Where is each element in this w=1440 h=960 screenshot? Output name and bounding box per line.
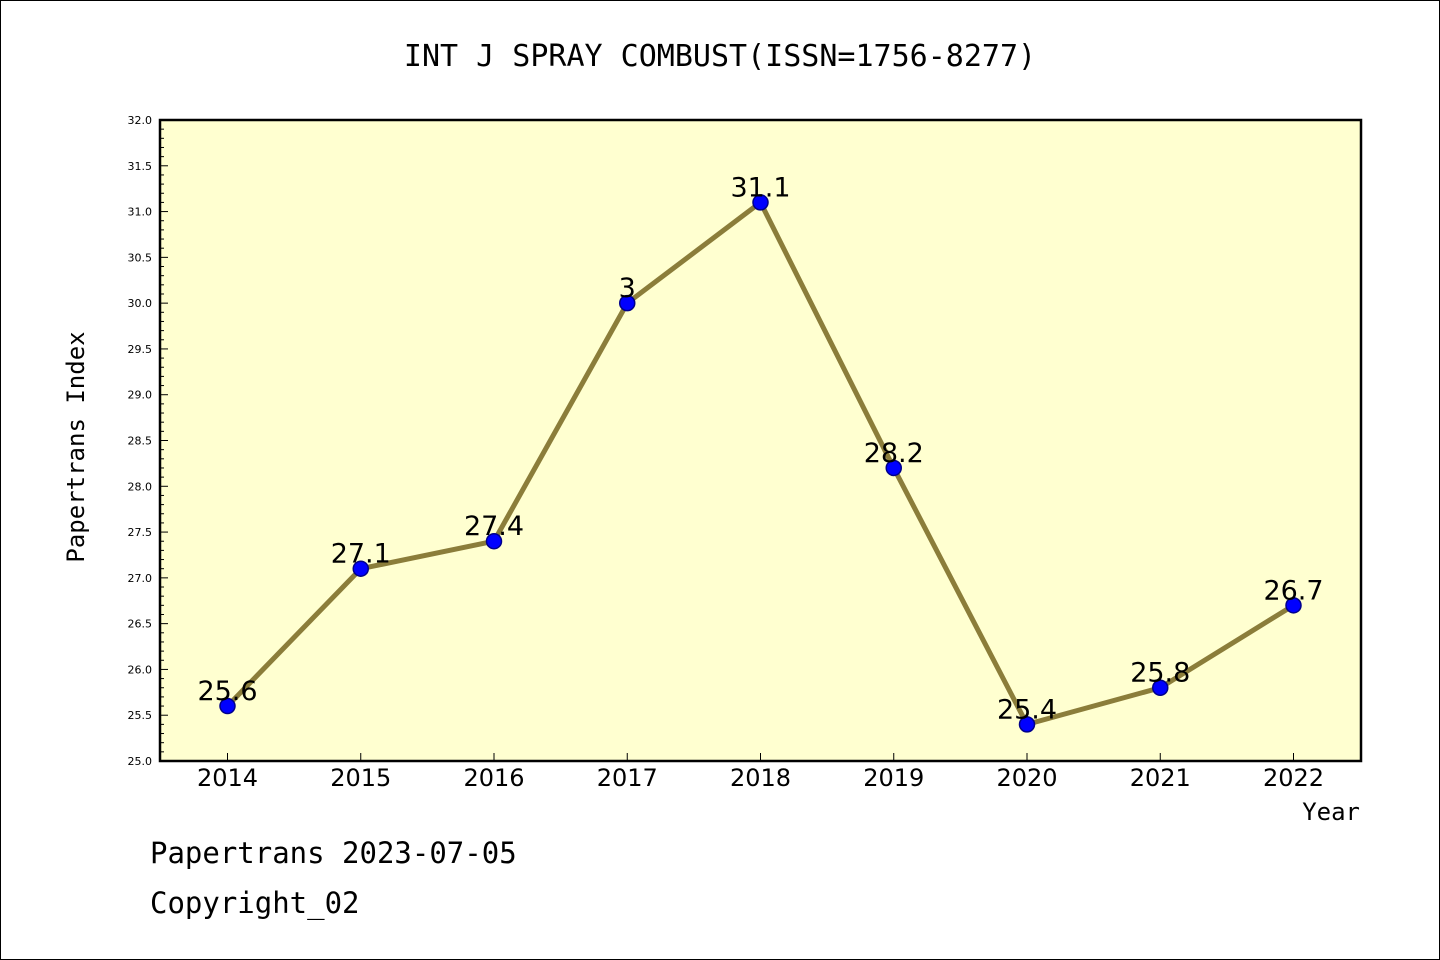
data-label: 3 <box>619 273 636 304</box>
plot-area <box>160 120 1361 761</box>
x-axis-label: Year <box>1302 798 1360 826</box>
data-labels: 25.6 27.1 27.4 3 31.1 28.2 25.4 25.8 26.7 <box>197 172 1323 725</box>
data-label: 25.6 <box>197 676 257 707</box>
y-tick-label: 26.0 <box>128 663 153 676</box>
data-point <box>752 194 769 211</box>
data-label: 25.4 <box>997 694 1057 725</box>
plot-border <box>158 118 1363 763</box>
y-tick-label: 27.0 <box>128 572 153 585</box>
data-label: 28.2 <box>864 438 924 469</box>
x-tick-label: 2014 <box>197 764 258 792</box>
y-tick-label: 32.0 <box>128 114 153 127</box>
x-tick-label: 2015 <box>330 764 391 792</box>
x-axis-ticks: 2014 2015 2016 2017 2018 2019 2020 2021 2022 <box>197 753 1324 792</box>
y-tick-label: 31.0 <box>128 206 153 219</box>
y-tick-label: 25.0 <box>128 755 153 768</box>
data-point <box>885 459 902 477</box>
x-tick-label: 2017 <box>597 764 658 792</box>
data-markers <box>219 194 1302 733</box>
data-label: 27.1 <box>331 539 391 570</box>
footer-date-text: Papertrans 2023-07-05 <box>150 836 517 870</box>
x-tick-label: 2021 <box>1130 764 1191 792</box>
data-point <box>219 697 236 715</box>
data-point <box>619 294 636 312</box>
data-point <box>1285 597 1302 614</box>
data-point <box>1152 679 1169 696</box>
x-tick-label: 2016 <box>463 764 524 792</box>
y-axis-ticks: 25.0 25.5 26.0 26.5 27.0 27.5 28.0 28.5 29.0 29.5… <box>128 114 168 768</box>
data-label: 27.4 <box>464 511 524 542</box>
y-tick-label: 29.0 <box>128 389 153 402</box>
data-point <box>1018 716 1036 733</box>
data-point <box>485 532 503 550</box>
y-tick-label: 25.5 <box>128 709 153 722</box>
y-tick-label: 27.5 <box>128 526 153 539</box>
y-tick-label: 26.5 <box>128 618 153 631</box>
data-label: 31.1 <box>730 172 790 203</box>
x-tick-label: 2020 <box>996 764 1057 792</box>
x-tick-label: 2018 <box>730 764 791 792</box>
footer-copyright-text: Copyright_02 <box>150 886 360 920</box>
data-label: 25.8 <box>1130 658 1190 689</box>
data-label: 26.7 <box>1263 575 1323 606</box>
y-tick-label: 30.5 <box>128 251 153 264</box>
y-tick-label: 28.5 <box>128 435 153 448</box>
y-tick-label: 31.5 <box>128 160 153 173</box>
data-point <box>352 560 369 577</box>
y-axis-label: Papertrans Index <box>62 331 90 562</box>
x-tick-label: 2019 <box>863 764 924 792</box>
y-tick-label: 29.5 <box>128 343 153 356</box>
y-tick-label: 30.0 <box>128 297 153 310</box>
y-tick-label: 28.0 <box>128 480 153 493</box>
x-tick-label: 2022 <box>1263 764 1324 792</box>
chart-title: INT J SPRAY COMBUST(ISSN=1756-8277) <box>404 39 1036 74</box>
